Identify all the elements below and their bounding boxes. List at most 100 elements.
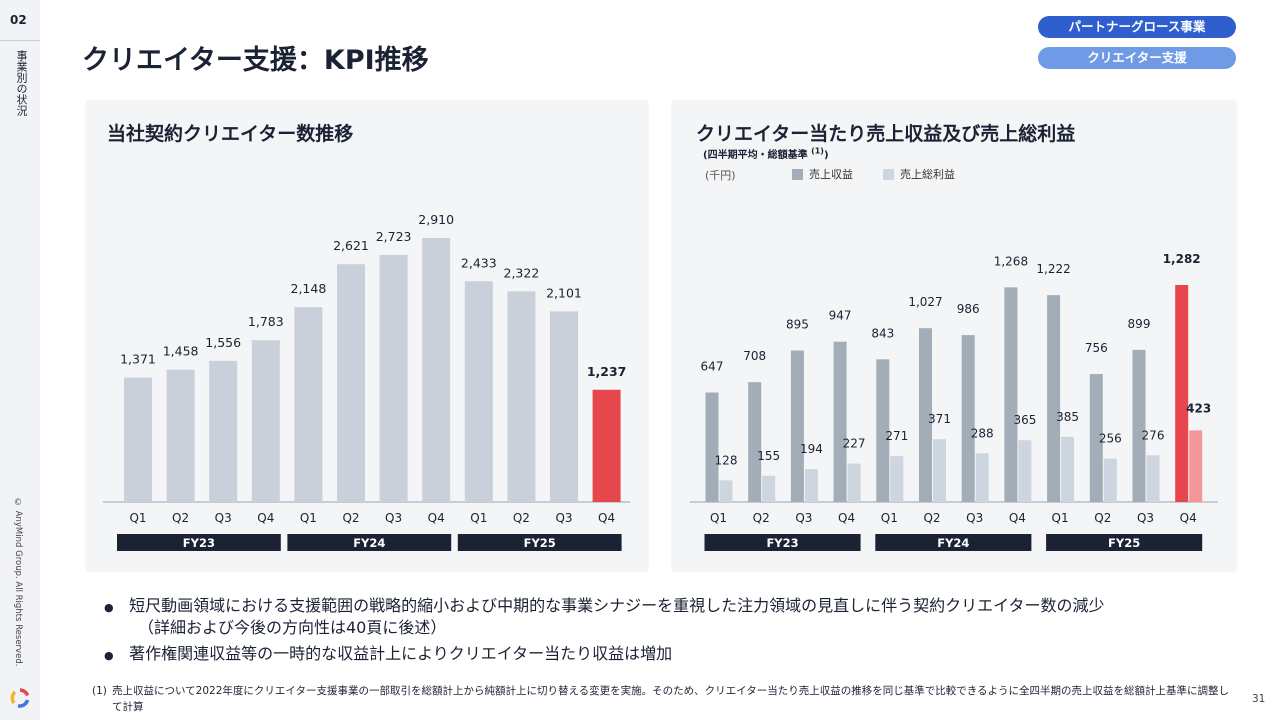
bar-value-label: 2,910 — [418, 212, 454, 227]
bar-value-label: 2,101 — [546, 285, 582, 300]
bar-value-label: 1,371 — [120, 352, 156, 367]
gross-profit-bar — [719, 480, 733, 502]
bar-value-label: 1,237 — [587, 364, 627, 379]
fiscal-year-label: FY24 — [353, 536, 385, 550]
creator-count-bar — [507, 291, 536, 502]
creator-count-bar — [379, 254, 408, 502]
revenue-value-label: 647 — [701, 359, 724, 373]
bullet-dot: ● — [104, 649, 114, 662]
bullet-dot: ● — [104, 601, 114, 614]
creator-count-bar — [166, 369, 195, 502]
creator-count-bar — [592, 389, 621, 502]
section-number: 02 — [10, 13, 27, 27]
revenue-chart-subtitle: (四半期平均・総額基準 (1)) — [703, 146, 829, 161]
x-tick-label: Q3 — [215, 511, 232, 525]
revenue-bar — [876, 359, 890, 502]
x-tick-label: Q3 — [795, 511, 812, 525]
bar-value-label: 1,783 — [248, 314, 284, 329]
gross-profit-value-label: 227 — [843, 437, 866, 451]
revenue-value-label: 843 — [871, 326, 894, 340]
copyright: © AnyMind Group. All Rights Reserved. — [13, 498, 23, 667]
creator-count-bar — [294, 307, 323, 502]
revenue-value-label: 1,282 — [1163, 252, 1201, 266]
section-label: 事業別の状況 — [15, 50, 28, 116]
x-tick-label: Q1 — [1052, 511, 1069, 525]
footnote-ref: (1) — [811, 146, 824, 156]
fiscal-year-label: FY24 — [937, 536, 969, 550]
revenue-value-label: 1,268 — [994, 254, 1028, 268]
gross-profit-value-label: 365 — [1013, 413, 1036, 427]
x-tick-label: Q4 — [257, 511, 274, 525]
gross-profit-bar — [933, 439, 946, 502]
x-tick-label: Q4 — [1009, 511, 1026, 525]
revenue-value-label: 947 — [829, 309, 852, 323]
revenue-bar — [1004, 287, 1018, 502]
x-tick-label: Q3 — [555, 511, 572, 525]
creator-count-bar — [550, 311, 578, 502]
gross-profit-bar — [890, 456, 904, 502]
fiscal-year-band — [457, 534, 622, 551]
bar-value-label: 1,556 — [205, 335, 241, 350]
revenue-bar — [748, 382, 762, 502]
x-tick-label: Q3 — [966, 511, 983, 525]
gross-profit-bar — [1146, 455, 1160, 502]
revenue-value-label: 1,027 — [908, 295, 942, 309]
gross-profit-bar — [847, 463, 861, 502]
legend-swatch-gross-profit — [883, 168, 894, 180]
x-tick-label: Q1 — [470, 511, 487, 525]
sidebar — [0, 0, 40, 720]
revenue-bar — [833, 341, 847, 502]
x-tick-label: Q4 — [428, 511, 445, 525]
x-tick-label: Q4 — [1180, 511, 1197, 525]
gross-profit-value-label: 194 — [800, 442, 823, 456]
fiscal-year-band — [704, 534, 861, 551]
creator-count-bar — [209, 360, 238, 502]
sidebar-divider — [0, 40, 40, 41]
bar-value-label: 2,621 — [333, 238, 369, 253]
creator-count-bar — [337, 264, 365, 502]
gross-profit-value-label: 371 — [928, 412, 951, 426]
revenue-value-label: 708 — [743, 349, 766, 363]
bullet-item-continuation: （詳細および今後の方向性は40頁に後述） — [138, 618, 447, 637]
bar-value-label: 2,723 — [376, 229, 412, 244]
x-tick-label: Q3 — [385, 511, 402, 525]
gross-profit-bar — [804, 469, 818, 502]
gross-profit-bar — [762, 475, 776, 502]
creator-count-bar — [251, 340, 280, 502]
legend-gross-profit: 売上総利益 — [883, 166, 955, 182]
x-tick-label: Q1 — [710, 511, 727, 525]
gross-profit-value-label: 276 — [1142, 428, 1165, 442]
revenue-bar — [1089, 374, 1103, 502]
fiscal-year-band — [1046, 534, 1203, 551]
revenue-bar — [1047, 295, 1061, 502]
gross-profit-bar — [975, 453, 989, 502]
legend-swatch-revenue — [792, 168, 803, 180]
revenue-value-label: 1,222 — [1036, 262, 1070, 276]
page-number: 31 — [1252, 693, 1266, 705]
gross-profit-bar — [1061, 436, 1075, 502]
fiscal-year-band — [117, 534, 281, 551]
bullet-item: ● 短尺動画領域における支援範囲の戦略的縮小および中期的な事業シナジーを重視した… — [104, 596, 1105, 615]
unit-label: (千円) — [705, 169, 736, 182]
revenue-bar — [919, 328, 932, 502]
gross-profit-value-label: 288 — [971, 426, 994, 440]
revenue-bar — [1132, 349, 1146, 502]
revenue-value-label: 756 — [1085, 341, 1108, 355]
gross-profit-value-label: 385 — [1056, 410, 1079, 424]
footnote-mark: (1) — [92, 685, 107, 697]
revenue-value-label: 895 — [786, 318, 809, 332]
fiscal-year-label: FY25 — [1108, 536, 1140, 550]
fiscal-year-label: FY25 — [524, 536, 556, 550]
x-tick-label: Q2 — [923, 511, 940, 525]
bullet-item: ● 著作権関連収益等の一時的な収益計上によりクリエイター当たり収益は増加 — [104, 644, 673, 663]
x-tick-label: Q2 — [1094, 511, 1111, 525]
bar-value-label: 2,148 — [291, 281, 327, 296]
gross-profit-value-label: 423 — [1186, 401, 1211, 415]
bar-value-label: 2,322 — [504, 265, 540, 280]
x-tick-label: Q1 — [881, 511, 898, 525]
x-tick-label: Q2 — [342, 511, 359, 525]
x-tick-label: Q2 — [753, 511, 770, 525]
company-logo-icon — [10, 688, 30, 708]
gross-profit-value-label: 271 — [885, 429, 908, 443]
x-tick-label: Q4 — [598, 511, 615, 525]
